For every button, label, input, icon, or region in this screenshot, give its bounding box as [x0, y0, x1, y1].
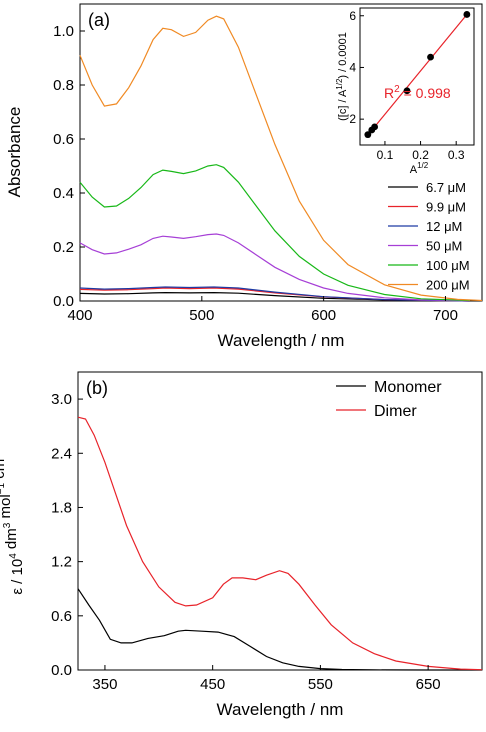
x-tick-label: 500 [189, 307, 214, 324]
inset-x-tick-label: 0.2 [412, 148, 429, 162]
x-tick-label: 650 [416, 676, 441, 693]
inset-x-tick-label: 0.3 [448, 148, 465, 162]
series-line-0 [77, 588, 482, 671]
legend-label: 200 μM [426, 278, 470, 293]
y-tick-label: 2.4 [51, 445, 72, 462]
data-point [427, 53, 434, 61]
series-line-5 [79, 15, 483, 302]
x-axis-label: Wavelength / nm [218, 331, 345, 350]
y-tick-label: 0.8 [53, 77, 74, 94]
legend-label: 100 μM [426, 258, 470, 273]
data-point [403, 87, 411, 95]
legend-label: Monomer [374, 379, 442, 396]
x-tick-label: 400 [67, 307, 92, 324]
x-tick-label: 450 [200, 676, 225, 693]
data-point [364, 131, 372, 139]
inset-y-tick-label: 6 [349, 9, 356, 23]
inset-x-tick-label: 0.1 [377, 148, 394, 162]
r-squared-annotation: R2 = 0.998 [384, 84, 451, 101]
y-tick-label: 0.4 [53, 185, 74, 202]
inset-chart: 0.1 0.2 0.3 2 4 6 A1/2 ([c] / A1/2) / 0.0001 R2 … [335, 7, 475, 176]
inset-x-axis-label: A1/2 [410, 161, 429, 176]
inset-y-tick-label: 2 [349, 112, 356, 126]
y-tick-label: 1.8 [51, 499, 72, 516]
y-axis-label: Absorbance [5, 107, 24, 198]
fit-line [366, 14, 468, 137]
y-tick-label: 0.2 [53, 239, 74, 256]
inset-y-axis-label: ([c] / A1/2) / 0.0001 [335, 32, 349, 121]
legend-label: 50 μM [426, 239, 462, 254]
y-axis-label: ε / 104 dm3 mol−1 cm−1 [0, 447, 26, 595]
series-line-3 [79, 233, 470, 302]
x-tick-label: 600 [311, 307, 336, 324]
legend-label: Dimer [374, 403, 417, 420]
y-tick-label: 0.0 [53, 293, 74, 310]
legend-label: 9.9 μM [426, 200, 466, 215]
x-axis-label: Wavelength / nm [217, 700, 344, 719]
plot-frame [77, 371, 483, 671]
y-tick-label: 0.6 [51, 608, 72, 625]
legend-label: 12 μM [426, 219, 462, 234]
y-tick-label: 0.6 [53, 131, 74, 148]
series-line-4 [79, 164, 470, 302]
inset-y-tick-label: 4 [349, 60, 356, 74]
data-point [371, 123, 379, 131]
x-tick-label: 550 [308, 676, 333, 693]
x-tick-label: 700 [433, 307, 458, 324]
series-line-1 [77, 416, 483, 671]
series-line-2 [79, 286, 470, 302]
y-tick-label: 0.0 [51, 662, 72, 679]
data-point [463, 11, 471, 18]
panel-label: (b) [86, 378, 108, 398]
y-tick-label: 3.0 [51, 391, 72, 408]
panel-a: 400 500 600 700 0.0 0.2 0.4 0.6 0.8 1.0 Wavelength… [5, 3, 483, 350]
y-tick-label: 1.0 [53, 23, 74, 40]
panel-label: (a) [88, 10, 110, 30]
legend-label: 6.7 μM [426, 180, 466, 195]
panel-b: 350 450 550 650 0.0 0.6 1.2 1.8 2.4 3.0 Wavelength… [0, 371, 483, 719]
y-tick-label: 1.2 [51, 554, 72, 571]
plot-frame [79, 3, 483, 302]
x-tick-label: 350 [92, 676, 117, 693]
